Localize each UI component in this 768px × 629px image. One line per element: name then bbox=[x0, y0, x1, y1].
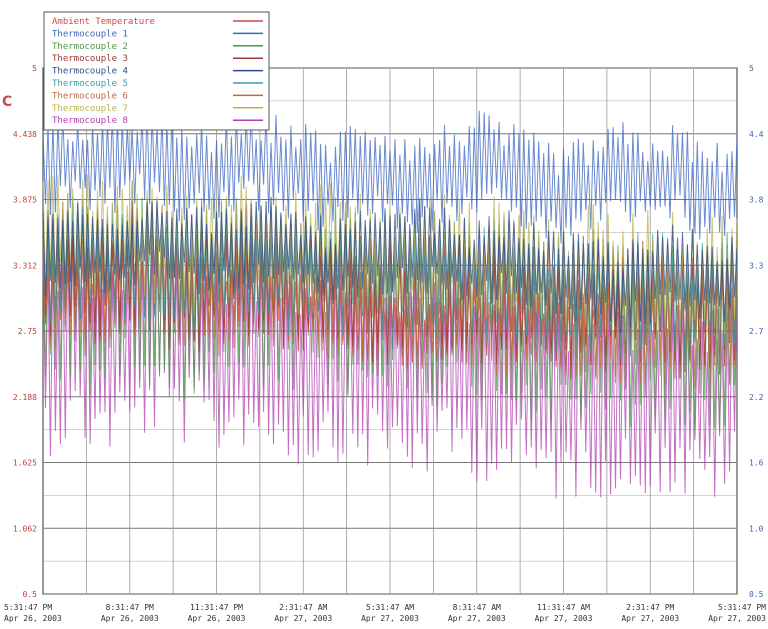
x-tick-time: 11:31:47 AM bbox=[537, 603, 590, 612]
series-line-4 bbox=[42, 196, 738, 334]
y-tick-label: 5 bbox=[32, 64, 37, 73]
legend: Ambient Temperature Thermocouple 1 Thermoc… bbox=[43, 11, 270, 131]
y-tick-label-right: 3.8 bbox=[749, 196, 764, 205]
y-tick-label: 1.625 bbox=[13, 459, 37, 468]
series-line-1 bbox=[42, 108, 738, 244]
x-tick-date: Apr 27, 2003 bbox=[448, 614, 506, 623]
x-tick-time: 8:31:47 PM bbox=[106, 603, 154, 612]
x-tick-time: 5:31:47 PM bbox=[718, 603, 766, 612]
x-tick-time: 5:31:47 PM bbox=[4, 603, 52, 612]
y-axis-label: C bbox=[2, 94, 12, 110]
y-tick-label: 2.75 bbox=[18, 327, 37, 336]
legend-label: Thermocouple 8 bbox=[52, 116, 128, 126]
x-tick-time: 8:31:47 AM bbox=[453, 603, 501, 612]
series-layer bbox=[42, 108, 738, 499]
x-tick-date: Apr 27, 2003 bbox=[708, 614, 766, 623]
x-tick-time: 5:31:47 AM bbox=[366, 603, 414, 612]
x-tick-date: Apr 27, 2003 bbox=[274, 614, 332, 623]
legend-label: Thermocouple 7 bbox=[52, 104, 128, 114]
y-tick-label: 4.438 bbox=[13, 130, 37, 139]
x-tick-time: 2:31:47 PM bbox=[626, 603, 674, 612]
y-tick-label-right: 3.3 bbox=[749, 261, 764, 270]
x-tick-date: Apr 26, 2003 bbox=[188, 614, 246, 623]
y-tick-label: 0.5 bbox=[23, 590, 38, 599]
legend-label: Thermocouple 2 bbox=[52, 42, 128, 52]
y-tick-label: 3.875 bbox=[13, 196, 37, 205]
y-tick-label-right: 1.6 bbox=[749, 459, 764, 468]
legend-label: Thermocouple 1 bbox=[52, 29, 128, 39]
x-tick-date: Apr 27, 2003 bbox=[535, 614, 593, 623]
legend-label: Thermocouple 5 bbox=[52, 79, 128, 89]
legend-label: Ambient Temperature bbox=[52, 17, 155, 27]
series-line-7 bbox=[42, 174, 738, 339]
legend-box bbox=[43, 11, 270, 131]
legend-label: Thermocouple 4 bbox=[52, 67, 128, 77]
y-tick-label-right: 5 bbox=[749, 64, 754, 73]
y-tick-label-right: 0.5 bbox=[749, 590, 764, 599]
x-tick-date: Apr 26, 2003 bbox=[4, 614, 62, 623]
y-tick-label-right: 2.7 bbox=[749, 327, 764, 336]
axes: 0.5 0.5 1.062 1.0 1.625 1.6 2.188 2.2 2.75 2.7 3.3… bbox=[4, 64, 766, 623]
x-tick-date: Apr 26, 2003 bbox=[101, 614, 159, 623]
x-tick-time: 11:31:47 PM bbox=[190, 603, 243, 612]
x-tick-date: Apr 27, 2003 bbox=[621, 614, 679, 623]
x-tick-time: 2:31:47 AM bbox=[279, 603, 327, 612]
y-tick-label-right: 1.0 bbox=[749, 524, 764, 533]
y-tick-label: 3.312 bbox=[13, 261, 37, 270]
legend-label: Thermocouple 6 bbox=[52, 91, 128, 101]
y-tick-label: 2.188 bbox=[13, 393, 37, 402]
x-tick-date: Apr 27, 2003 bbox=[361, 614, 419, 623]
legend-label: Thermocouple 3 bbox=[52, 54, 128, 64]
y-tick-label-right: 2.2 bbox=[749, 393, 764, 402]
y-tick-label-right: 4.4 bbox=[749, 130, 764, 139]
y-tick-label: 1.062 bbox=[13, 524, 37, 533]
